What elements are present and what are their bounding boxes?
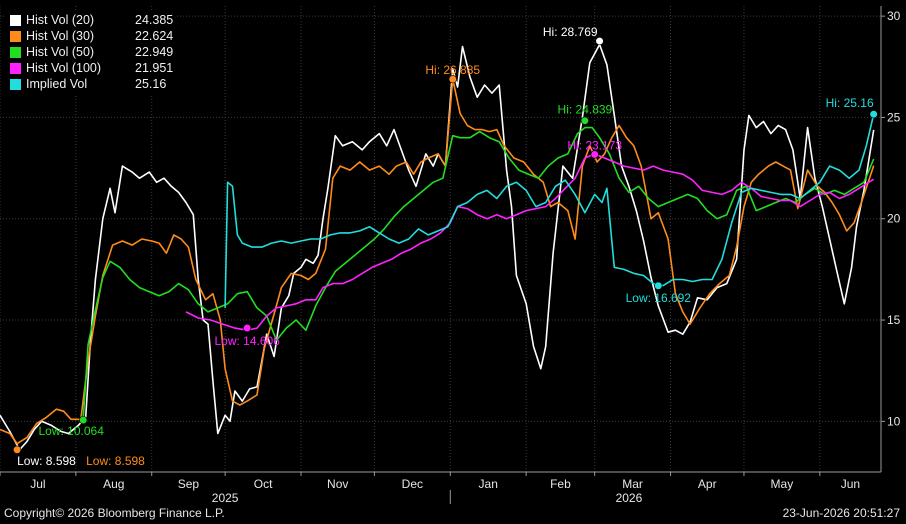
extreme-marker <box>590 150 599 159</box>
x-tick-label: Sep <box>178 477 200 491</box>
extreme-marker <box>79 415 88 425</box>
legend-value: 22.949 <box>135 45 174 59</box>
legend-item-hv30: Hist Vol (30) 22.624 <box>10 28 173 44</box>
annotations: Hi: 28.769 Hi: 26.885 Hi: 24.839 Hi: 23.173… <box>13 25 878 468</box>
legend-item-hv50: Hist Vol (50) 22.949 <box>10 44 173 60</box>
extreme-label: Low: 14.606 <box>214 334 280 348</box>
legend-swatch-hv100 <box>10 62 21 74</box>
extreme-label: Low: 8.598 <box>17 454 76 468</box>
x-tick-label: Mar <box>622 477 643 491</box>
legend-label: Hist Vol (50) <box>26 45 95 59</box>
extreme-label: Hi: 25.16 <box>826 96 874 110</box>
extreme-label: Hi: 23.173 <box>567 138 622 152</box>
legend-value: 25.16 <box>135 77 167 91</box>
legend-item-implied: Implied Vol 25.16 <box>10 76 173 92</box>
extreme-label: Low: 16.692 <box>626 291 692 305</box>
y-tick-label: 10 <box>887 414 901 428</box>
x-tick-label: Nov <box>327 477 348 491</box>
x-tick-label: Apr <box>698 477 717 491</box>
legend-label: Hist Vol (20) <box>26 13 95 27</box>
x-tick-label: May <box>771 477 794 491</box>
extreme-marker <box>595 36 604 46</box>
legend-swatch-hv20 <box>10 14 21 26</box>
series-lines <box>0 43 875 451</box>
extreme-label: Low: 8.598 <box>86 454 145 468</box>
extreme-marker <box>580 116 589 125</box>
legend-swatch-hv30 <box>10 30 21 42</box>
x-tick-label: Dec <box>402 477 423 491</box>
extreme-marker <box>869 110 878 119</box>
x-tick-label: Jan <box>479 477 498 491</box>
extreme-marker <box>13 445 22 454</box>
series-line-4 <box>224 114 875 308</box>
x-tick-label: Oct <box>254 477 273 491</box>
legend-value: 21.951 <box>135 61 174 75</box>
x-year-label: 2025 <box>212 491 239 505</box>
extreme-marker <box>243 323 252 333</box>
legend-item-hv20: Hist Vol (20) 24.385 <box>10 12 173 28</box>
x-tick-label: Aug <box>103 477 124 491</box>
y-tick-label: 30 <box>887 9 901 23</box>
legend-swatch-implied <box>10 78 21 90</box>
extreme-label: Hi: 24.839 <box>558 103 613 117</box>
legend: Hist Vol (20) 24.385 Hist Vol (30) 22.62… <box>6 10 178 95</box>
extreme-marker <box>448 75 457 84</box>
legend-swatch-hv50 <box>10 46 21 58</box>
extreme-label: Hi: 26.885 <box>425 63 480 77</box>
legend-label: Hist Vol (30) <box>26 29 95 43</box>
series-line-1 <box>0 78 875 445</box>
timestamp-text: 23-Jun-2026 20:51:27 <box>782 506 900 520</box>
series-line-2 <box>82 126 875 420</box>
x-year-label: 2026 <box>616 491 643 505</box>
y-tick-label: 25 <box>887 110 901 124</box>
x-tick-label: Jun <box>841 477 860 491</box>
extreme-marker <box>654 281 663 290</box>
legend-value: 22.624 <box>135 29 174 43</box>
legend-label: Hist Vol (100) <box>26 61 102 75</box>
legend-value: 24.385 <box>135 13 174 27</box>
extreme-label: Hi: 28.769 <box>543 25 598 39</box>
legend-label: Implied Vol <box>26 77 88 91</box>
legend-item-hv100: Hist Vol (100) 21.951 <box>10 60 173 76</box>
copyright-text: Copyright© 2026 Bloomberg Finance L.P. <box>4 506 225 520</box>
y-tick-label: 15 <box>887 313 901 327</box>
series-line-3 <box>185 153 875 331</box>
x-tick-label: Jul <box>30 477 45 491</box>
extreme-label: Low: 10.064 <box>39 424 105 438</box>
series-line-0 <box>0 43 875 451</box>
y-tick-label: 20 <box>887 212 901 226</box>
x-tick-label: Feb <box>550 477 571 491</box>
